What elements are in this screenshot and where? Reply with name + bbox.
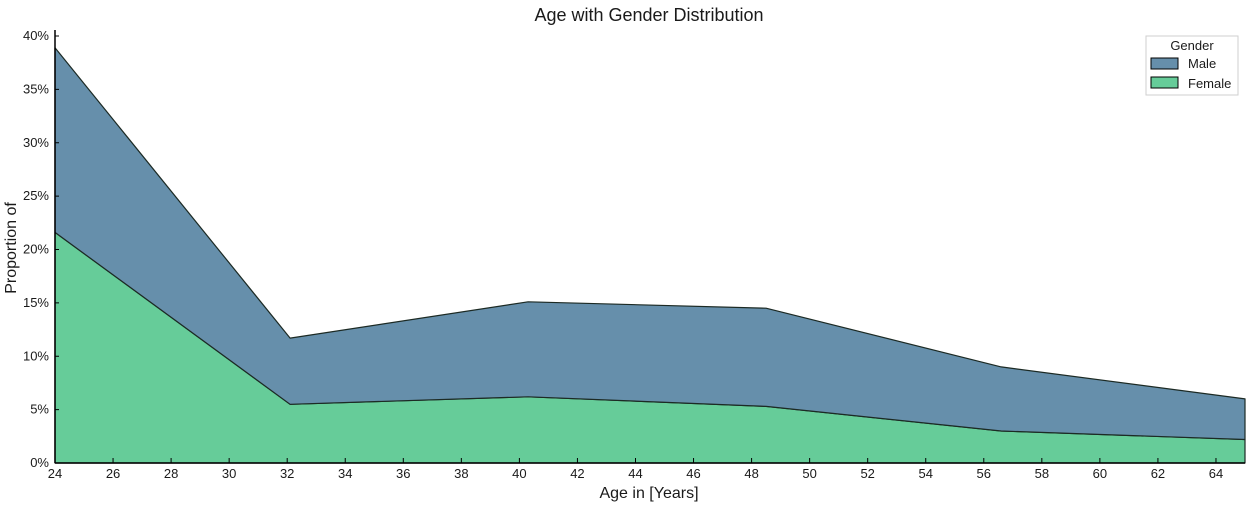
y-tick-label: 40% bbox=[23, 28, 49, 43]
x-tick-label: 60 bbox=[1093, 466, 1107, 481]
x-tick-label: 56 bbox=[977, 466, 991, 481]
y-tick-label: 30% bbox=[23, 135, 49, 150]
y-tick-label: 35% bbox=[23, 81, 49, 96]
x-tick-label: 52 bbox=[860, 466, 874, 481]
x-axis-label: Age in [Years] bbox=[599, 485, 698, 502]
y-tick-label: 20% bbox=[23, 242, 49, 257]
x-tick-label: 44 bbox=[628, 466, 642, 481]
chart-title: Age with Gender Distribution bbox=[534, 5, 763, 25]
legend-title: Gender bbox=[1170, 38, 1214, 53]
x-tick-label: 42 bbox=[570, 466, 584, 481]
x-tick-label: 46 bbox=[686, 466, 700, 481]
legend: Gender Male Female bbox=[1145, 35, 1239, 96]
y-tick-label: 0% bbox=[30, 455, 49, 470]
x-tick-label: 54 bbox=[918, 466, 932, 481]
x-tick-label: 58 bbox=[1035, 466, 1049, 481]
legend-swatch-male bbox=[1150, 57, 1179, 70]
axes-layer: 0% 5% 10% 15% 20% 25% 30% 35% 40% 24 26 28 30 32 34 36 3… bbox=[23, 28, 1245, 481]
x-tick-label: 62 bbox=[1151, 466, 1165, 481]
legend-label-female: Female bbox=[1188, 76, 1231, 91]
y-tick-label: 10% bbox=[23, 348, 49, 363]
y-tick-label: 5% bbox=[30, 402, 49, 417]
x-tick-label: 30 bbox=[222, 466, 236, 481]
legend-swatch-female bbox=[1150, 76, 1179, 89]
y-tick-label: 25% bbox=[23, 188, 49, 203]
x-tick-label: 26 bbox=[106, 466, 120, 481]
areas-layer bbox=[54, 47, 1246, 464]
y-axis-label: Proportion of bbox=[3, 202, 20, 294]
x-tick-label: 32 bbox=[280, 466, 294, 481]
x-tick-label: 38 bbox=[454, 466, 468, 481]
x-tick-label: 64 bbox=[1209, 466, 1223, 481]
legend-label-male: Male bbox=[1188, 56, 1216, 71]
x-tick-label: 28 bbox=[164, 466, 178, 481]
x-tick-label: 48 bbox=[744, 466, 758, 481]
x-tick-label: 40 bbox=[512, 466, 526, 481]
x-tick-label: 34 bbox=[338, 466, 352, 481]
x-tick-label: 24 bbox=[48, 466, 62, 481]
x-tick-label: 50 bbox=[802, 466, 816, 481]
x-tick-label: 36 bbox=[396, 466, 410, 481]
area-series-male bbox=[54, 47, 1246, 441]
y-tick-label: 15% bbox=[23, 295, 49, 310]
